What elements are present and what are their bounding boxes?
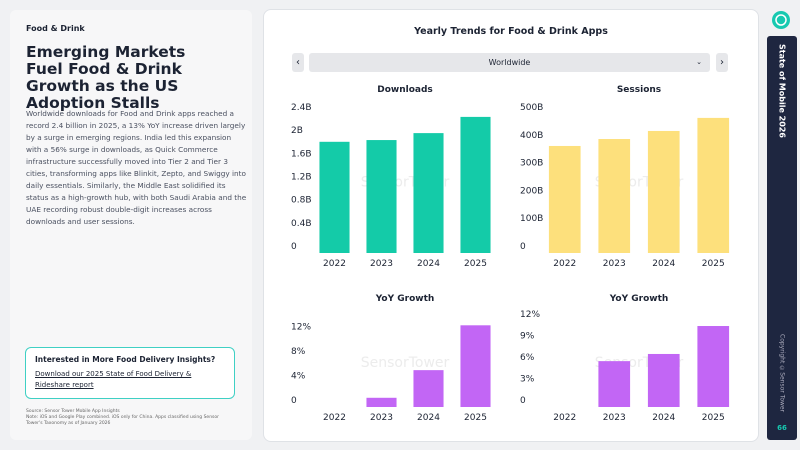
y-tick-label: 100B [520, 214, 543, 224]
bar [598, 139, 631, 253]
y-tick-label: 0 [291, 242, 297, 252]
callout-heading: Interested in More Food Delivery Insight… [35, 355, 216, 364]
y-tick-label: 2B [291, 126, 303, 136]
y-tick-label: 1.2B [291, 173, 312, 183]
y-tick-label: 8% [291, 347, 306, 357]
x-tick-label: 2025 [702, 413, 725, 423]
chart: YoY Growth SensorTower 0 4% 8% 12% 2022 2023 202… [291, 294, 491, 423]
chart-title: YoY Growth [375, 294, 435, 304]
chart-title: Downloads [377, 85, 433, 95]
watermark: SensorTower [361, 355, 450, 371]
x-tick-label: 2024 [417, 259, 440, 269]
y-tick-label: 0.8B [291, 196, 312, 206]
body-text: Worldwide downloads for Food and Drink a… [26, 109, 247, 226]
note-text: Note: iOS and Google Play combined. iOS … [26, 415, 219, 426]
bar [598, 361, 631, 407]
bar [460, 116, 491, 253]
x-tick-label: 2024 [652, 413, 675, 423]
y-tick-label: 400B [520, 131, 543, 141]
x-tick-label: 2022 [323, 259, 346, 269]
chart-title: Sessions [617, 85, 661, 95]
callout-link[interactable]: Download our 2025 State of Food Delivery… [35, 370, 192, 389]
x-tick-label: 2023 [603, 413, 626, 423]
y-tick-label: 200B [520, 186, 543, 196]
x-tick-label: 2022 [553, 413, 576, 423]
source-text: Source: Sensor Tower Mobile App Insights [26, 409, 120, 414]
x-tick-label: 2024 [417, 413, 440, 423]
copyright: Copyright ©Sensor Tower [778, 334, 786, 413]
rail-label: State of Mobile 2026 [777, 44, 787, 138]
page-number: 66 [777, 424, 787, 432]
bar [548, 145, 581, 253]
bar [647, 353, 680, 407]
x-tick-label: 2023 [370, 259, 393, 269]
callout: Interested in More Food Delivery Insight… [25, 347, 235, 399]
next-button[interactable]: › [716, 53, 728, 72]
prev-button[interactable]: ‹ [292, 53, 304, 72]
y-tick-label: 0 [520, 242, 526, 252]
y-tick-label: 300B [520, 159, 543, 169]
y-tick-label: 9% [520, 332, 535, 342]
chart: DownloadsSensorTower00.4B0.8B1.2B1.6B2B2… [291, 85, 491, 269]
y-tick-label: 2.4B [291, 103, 312, 113]
region-dropdown[interactable]: Worldwide ⌄ [309, 53, 710, 72]
bar [413, 133, 444, 253]
x-tick-label: 2025 [464, 259, 487, 269]
sidebar: Food & Drink Emerging Markets Fuel Food … [10, 10, 252, 440]
region-label: Worldwide [488, 58, 531, 67]
y-tick-label: 500B [520, 103, 543, 113]
rail: State of Mobile 2026 Copyright ©Sensor T… [767, 36, 797, 440]
x-tick-label: 2022 [323, 413, 346, 423]
y-tick-label: 1.6B [291, 149, 312, 159]
logo-icon [772, 11, 790, 29]
bar [366, 140, 397, 253]
y-tick-label: 12% [520, 310, 540, 320]
bar [697, 117, 730, 253]
bar [647, 130, 680, 253]
x-tick-label: 2022 [553, 259, 576, 269]
source: Source: Sensor Tower Mobile App Insights… [26, 409, 226, 427]
x-tick-label: 2023 [370, 413, 393, 423]
headline: Emerging Markets Fuel Food & Drink Growt… [26, 43, 186, 112]
y-tick-label: 12% [291, 322, 311, 332]
y-tick-label: 0.4B [291, 219, 312, 229]
y-tick-label: 6% [520, 353, 535, 363]
y-tick-label: 0 [291, 396, 297, 406]
panel-title: Yearly Trends for Food & Drink Apps [414, 26, 608, 37]
x-tick-label: 2025 [464, 413, 487, 423]
chart-title: YoY Growth [609, 294, 669, 304]
bar [460, 325, 491, 407]
bar [366, 397, 397, 407]
x-tick-label: 2023 [603, 259, 626, 269]
x-tick-label: 2024 [652, 259, 675, 269]
x-tick-label: 2025 [702, 259, 725, 269]
y-tick-label: 0 [520, 396, 526, 406]
bar [413, 370, 444, 407]
y-tick-label: 3% [520, 375, 535, 385]
section-label: Food & Drink [26, 24, 85, 33]
y-tick-label: 4% [291, 371, 306, 381]
logo [767, 10, 797, 30]
bar [697, 326, 730, 407]
bar [319, 141, 350, 253]
chart: SessionsSensorTower0100B200B300B400B500B… [520, 85, 730, 269]
